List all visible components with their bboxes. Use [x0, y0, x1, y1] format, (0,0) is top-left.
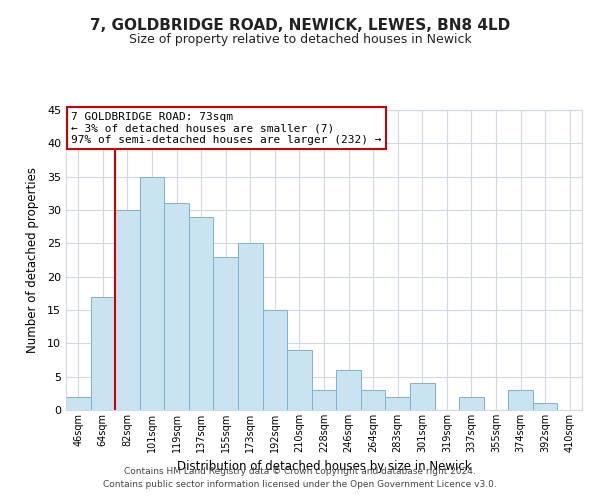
Text: Size of property relative to detached houses in Newick: Size of property relative to detached ho… [128, 32, 472, 46]
Bar [336, 370, 361, 410]
Bar [164, 204, 189, 410]
Bar [361, 390, 385, 410]
X-axis label: Distribution of detached houses by size in Newick: Distribution of detached houses by size … [176, 460, 472, 473]
Bar [115, 210, 140, 410]
Text: Contains HM Land Registry data © Crown copyright and database right 2024.: Contains HM Land Registry data © Crown c… [124, 467, 476, 476]
Bar [459, 396, 484, 410]
Bar [91, 296, 115, 410]
Bar [214, 256, 238, 410]
Text: 7 GOLDBRIDGE ROAD: 73sqm
← 3% of detached houses are smaller (7)
97% of semi-det: 7 GOLDBRIDGE ROAD: 73sqm ← 3% of detache… [71, 112, 382, 144]
Text: 7, GOLDBRIDGE ROAD, NEWICK, LEWES, BN8 4LD: 7, GOLDBRIDGE ROAD, NEWICK, LEWES, BN8 4… [90, 18, 510, 32]
Bar [533, 404, 557, 410]
Bar [238, 244, 263, 410]
Bar [140, 176, 164, 410]
Bar [189, 216, 214, 410]
Y-axis label: Number of detached properties: Number of detached properties [26, 167, 38, 353]
Bar [508, 390, 533, 410]
Bar [312, 390, 336, 410]
Bar [66, 396, 91, 410]
Text: Contains public sector information licensed under the Open Government Licence v3: Contains public sector information licen… [103, 480, 497, 489]
Bar [410, 384, 434, 410]
Bar [263, 310, 287, 410]
Bar [287, 350, 312, 410]
Bar [385, 396, 410, 410]
